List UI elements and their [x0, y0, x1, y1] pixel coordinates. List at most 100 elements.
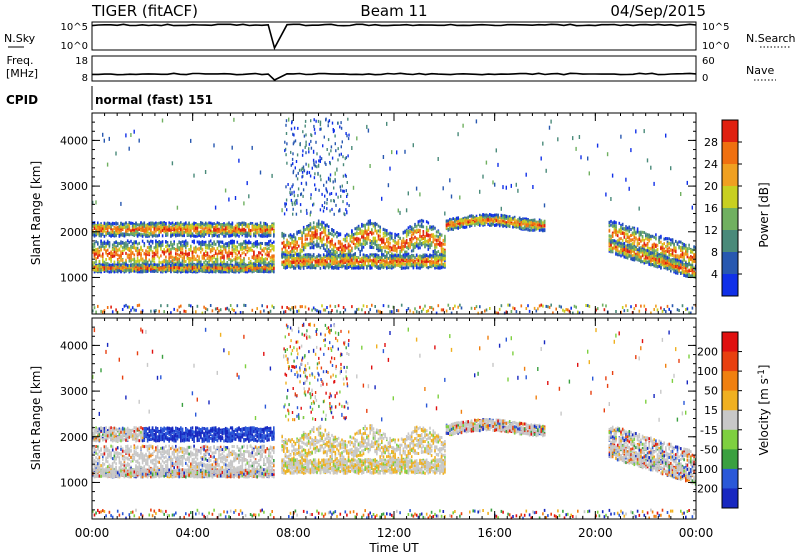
heatmap-cell	[168, 229, 170, 232]
heatmap-cell	[150, 233, 152, 236]
heatmap-cell	[336, 267, 338, 270]
heatmap-cell	[149, 264, 151, 267]
heatmap-cell	[117, 227, 119, 230]
heatmap-cell	[320, 310, 322, 313]
heatmap-cell	[144, 265, 146, 268]
heatmap-cell	[233, 268, 235, 271]
heatmap-cell	[163, 310, 165, 313]
heatmap-cell	[115, 226, 117, 229]
heatmap-cell	[354, 267, 356, 270]
heatmap-cell	[393, 239, 395, 242]
heatmap-cell	[172, 245, 174, 248]
heatmap-cell	[100, 245, 102, 248]
heatmap-cell	[384, 229, 386, 232]
heatmap-cell	[105, 231, 107, 234]
heatmap-cell	[208, 231, 210, 234]
heatmap-cell	[215, 270, 217, 273]
heatmap-cell	[210, 240, 212, 243]
heatmap-cell	[165, 222, 167, 225]
heatmap-cell	[303, 243, 305, 246]
heatmap-cell	[210, 304, 212, 307]
heatmap-cell	[193, 247, 195, 250]
heatmap-cell	[389, 258, 391, 261]
heatmap-cell	[177, 234, 179, 237]
heatmap-cell	[291, 238, 293, 241]
heatmap-cell	[115, 251, 117, 254]
heatmap-cell	[109, 222, 111, 225]
heatmap-cell	[369, 255, 371, 258]
heatmap-cell	[256, 231, 258, 234]
heatmap-cell	[223, 224, 225, 227]
heatmap-cell	[386, 122, 387, 126]
heatmap-cell	[335, 255, 337, 258]
heatmap-cell	[144, 233, 146, 236]
heatmap-cell	[310, 253, 312, 256]
heatmap-cell	[252, 225, 254, 228]
heatmap-cell	[270, 250, 272, 253]
heatmap-cell	[295, 237, 297, 240]
heatmap-cell	[389, 238, 391, 241]
heatmap-cell	[356, 228, 358, 231]
heatmap-cell	[295, 306, 297, 309]
heatmap-cell	[346, 263, 348, 266]
heatmap-cell	[178, 246, 180, 249]
heatmap-cell	[285, 260, 287, 263]
heatmap-cell	[122, 308, 124, 311]
heatmap-cell	[168, 244, 170, 247]
heatmap-cell	[227, 223, 229, 226]
heatmap-cell	[384, 246, 386, 249]
heatmap-cell	[218, 270, 220, 273]
heatmap-cell	[343, 264, 345, 267]
heatmap-cell	[378, 265, 380, 268]
heatmap-cell	[351, 264, 353, 267]
heatmap-cell	[183, 260, 185, 263]
heatmap-cell	[124, 234, 126, 237]
heatmap-cell	[147, 240, 149, 243]
heatmap-cell	[227, 269, 229, 272]
heatmap-cell	[325, 259, 327, 262]
heatmap-cell	[190, 257, 192, 260]
heatmap-cell	[203, 265, 205, 268]
heatmap-cell	[298, 237, 300, 240]
heatmap-cell	[180, 228, 182, 231]
heatmap-cell	[130, 309, 132, 312]
heatmap-cell	[255, 255, 257, 258]
heatmap-cell	[328, 232, 330, 235]
heatmap-cell	[120, 267, 122, 270]
heatmap-cell	[120, 240, 122, 243]
heatmap-cell	[399, 246, 401, 249]
heatmap-cell	[325, 249, 327, 252]
heatmap-cell	[185, 222, 187, 225]
heatmap-cell	[379, 256, 381, 259]
heatmap-cell	[135, 222, 137, 225]
heatmap-cell	[182, 257, 184, 260]
heatmap-cell	[203, 223, 205, 226]
heatmap-cell	[261, 266, 263, 269]
heatmap-cell	[173, 308, 175, 311]
heatmap-cell	[398, 309, 400, 312]
heatmap-cell	[205, 222, 207, 225]
heatmap-cell	[273, 230, 275, 233]
heatmap-cell	[177, 245, 179, 248]
heatmap-cell	[386, 254, 388, 257]
heatmap-cell	[125, 259, 127, 262]
heatmap-cell	[399, 255, 401, 258]
heatmap-cell	[142, 258, 144, 261]
heatmap-cell	[313, 246, 315, 249]
heatmap-cell	[361, 246, 363, 249]
heatmap-cell	[394, 257, 396, 260]
heatmap-cell	[190, 270, 192, 273]
heatmap-cell	[228, 230, 230, 233]
heatmap-cell	[217, 267, 219, 270]
heatmap-cell	[107, 306, 109, 309]
heatmap-cell	[198, 258, 200, 261]
heatmap-cell	[401, 240, 403, 243]
heatmap-cell	[293, 267, 295, 270]
heatmap-cell	[290, 264, 292, 267]
heatmap-cell	[247, 241, 249, 244]
heatmap-cell	[167, 304, 169, 307]
heatmap-cell	[158, 257, 160, 260]
heatmap-cell	[117, 270, 119, 273]
heatmap-cell	[142, 270, 144, 273]
heatmap-cell	[351, 240, 353, 243]
